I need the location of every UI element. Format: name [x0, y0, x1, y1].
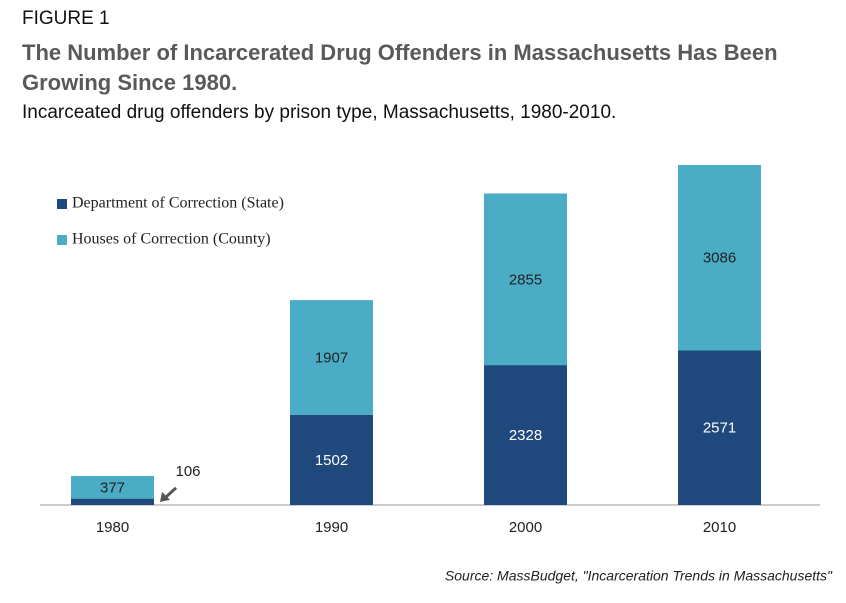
- data-label: 2328: [509, 427, 542, 444]
- x-tick-label: 2010: [703, 519, 736, 536]
- chart-subtitle: Incarceated drug offenders by prison typ…: [22, 102, 617, 123]
- legend-swatch: [57, 199, 67, 209]
- bar-segment: [290, 414, 373, 505]
- x-tick-label: 1990: [315, 519, 348, 536]
- legend-label: Department of Correction (State): [72, 195, 284, 212]
- source-note: Source: MassBudget, "Incarceration Trend…: [445, 568, 833, 584]
- x-tick-label: 1980: [96, 519, 129, 536]
- figure-label: FIGURE 1: [22, 8, 110, 29]
- bar-segment: [71, 498, 154, 505]
- legend-label: Houses of Correction (County): [72, 231, 271, 248]
- chart-title: The Number of Incarcerated Drug Offender…: [22, 40, 778, 95]
- bar-segment: [678, 165, 761, 351]
- x-tick-label: 2000: [509, 519, 542, 536]
- legend-swatch: [57, 235, 67, 245]
- bar-segment: [678, 350, 761, 505]
- data-label: 106: [175, 463, 200, 480]
- data-label: 2855: [509, 271, 542, 288]
- callout-arrowhead: [160, 491, 170, 502]
- data-label: 2571: [703, 420, 736, 437]
- bar-segment: [484, 365, 567, 505]
- bar-segment: [484, 193, 567, 366]
- bar-segment: [71, 475, 154, 499]
- data-label: 1502: [315, 452, 348, 469]
- data-label: 377: [100, 479, 125, 496]
- data-label: 3086: [703, 250, 736, 267]
- bar-segment: [290, 300, 373, 415]
- data-label: 1907: [315, 349, 348, 366]
